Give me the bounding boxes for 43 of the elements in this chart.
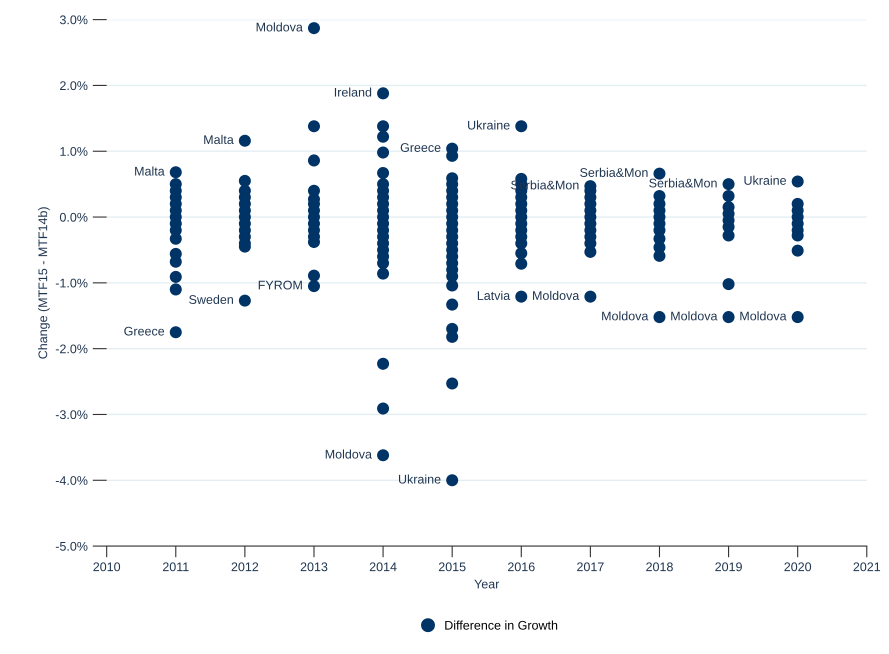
annotation: FYROM [258, 280, 302, 290]
annotation: Ukraine [744, 176, 786, 185]
annotation: Sweden [189, 294, 233, 304]
x-tick-label: 2019 [715, 562, 742, 572]
annotation: Malta [204, 134, 234, 144]
legend-label: Difference in Growth [445, 620, 558, 630]
annotation: Ukraine [468, 120, 510, 130]
annotation: Malta [135, 166, 165, 176]
x-tick-label: 2018 [646, 562, 673, 572]
y-tick-label: -4.0% [56, 476, 88, 485]
annotation: Moldova [740, 311, 787, 320]
x-tick-label: 2021 [854, 562, 880, 572]
y-tick-label: 1.0% [60, 147, 88, 156]
x-tick-label: 2017 [577, 562, 604, 572]
y-tick-label: 2.0% [60, 81, 88, 90]
y-axis-title: Change (MTF15 - MTF14b) [38, 207, 50, 359]
annotation: Moldova [602, 311, 648, 320]
x-tick-label: 2011 [162, 562, 189, 572]
x-tick-label: 2012 [232, 562, 258, 572]
x-tick-label: 2020 [784, 562, 812, 572]
x-tick-label: 2015 [438, 562, 466, 572]
annotation: Moldova [533, 290, 580, 300]
x-tick-label: 2016 [508, 562, 535, 572]
y-tick-label: -3.0% [56, 410, 88, 420]
annotation: Greece [400, 143, 441, 152]
y-tick-label: -2.0% [56, 344, 88, 354]
annotation: Ukraine [398, 474, 441, 484]
x-tick-label: 2010 [93, 562, 120, 572]
annotation: Greece [124, 326, 164, 336]
y-tick-label: -5.0% [56, 542, 88, 551]
annotation: Moldova [671, 311, 718, 320]
x-tick-label: 2013 [300, 562, 328, 572]
x-axis-title: Year [474, 580, 500, 588]
annotation: Ireland [334, 88, 372, 97]
annotation: Serbia&Mon [649, 178, 717, 188]
annotation: Moldova [256, 22, 303, 32]
y-tick-label: -1.0% [56, 278, 88, 288]
annotation: Serbia&Mon [580, 168, 648, 177]
annotation: Moldova [326, 449, 372, 459]
y-tick-label: 0.0% [60, 212, 88, 222]
x-tick-label: 2014 [370, 562, 397, 572]
annotation: Latvia [478, 290, 510, 300]
y-tick-label: 3.0% [60, 15, 88, 24]
